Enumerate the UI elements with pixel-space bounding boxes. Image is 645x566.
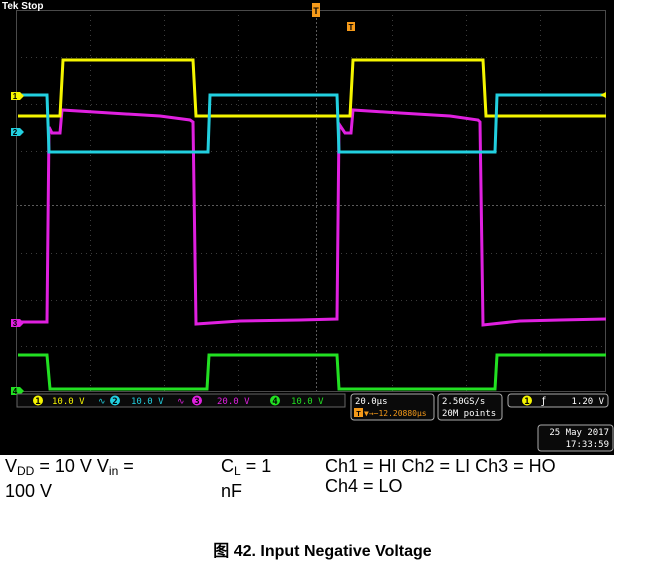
caption-channels: Ch1 = HI Ch2 = LI Ch3 = HO Ch4 = LO — [325, 456, 556, 496]
svg-text:1: 1 — [13, 92, 18, 101]
trigger-level[interactable]: 1.20 V — [571, 397, 604, 407]
ch3-ground-marker[interactable]: 3 — [11, 319, 24, 328]
ch2-bw-icon: ∿ — [98, 397, 106, 407]
ch3-ho-trace — [18, 108, 607, 327]
trigger-position[interactable]: ▼→−12.20880µs — [364, 409, 427, 418]
trigger-source-badge: 1 — [524, 397, 529, 407]
trigger-slope-icon: ƒ — [541, 396, 546, 407]
ch1-scale[interactable]: 10.0 V — [52, 397, 85, 407]
svg-text:3: 3 — [13, 319, 18, 328]
ch3-scale[interactable]: 20.0 V — [217, 397, 250, 407]
trigger-time-marker: T — [347, 22, 355, 32]
graticule-center — [16, 10, 606, 392]
timebase-scale[interactable]: 20.0µs — [355, 397, 388, 407]
oscilloscope-screen: Tek Stop T T 1 2 3 4 1 10.0 V ∿ 2 10.0 V… — [0, 0, 614, 455]
ch3-badge: 3 — [194, 397, 199, 407]
timebase-panel — [350, 393, 435, 421]
ch2-badge: 2 — [112, 397, 117, 407]
figure-title: 图 42. Input Negative Voltage — [213, 543, 432, 560]
acquisition-status: Tek Stop — [2, 1, 43, 12]
ch4-badge: 4 — [272, 397, 278, 407]
ch3-bw-icon: ∿ — [177, 397, 185, 407]
svg-text:T: T — [356, 411, 361, 418]
trigger-level-marker — [600, 92, 606, 98]
sample-rate[interactable]: 2.50GS/s — [442, 397, 485, 407]
trigger-position-marker: T — [312, 3, 320, 17]
date-readout: 25 May 2017 — [549, 428, 609, 438]
ch2-scale[interactable]: 10.0 V — [131, 397, 164, 407]
acquisition-panel — [437, 393, 503, 421]
time-readout: 17:33:59 — [566, 440, 609, 450]
svg-text:T: T — [313, 6, 319, 16]
graticule — [16, 10, 606, 392]
ch1-ground-marker[interactable]: 1 — [11, 92, 24, 101]
datetime-panel — [537, 424, 614, 452]
svg-text:T: T — [349, 23, 354, 32]
trigger-panel — [507, 393, 609, 408]
graticule-border — [16, 10, 606, 392]
ch2-li-trace — [18, 93, 606, 154]
svg-text:4: 4 — [13, 387, 18, 396]
channel-readout-panel — [16, 393, 346, 408]
ch1-badge: 1 — [35, 397, 40, 407]
record-length[interactable]: 20M points — [442, 409, 496, 419]
caption-conditions: VDD = 10 V Vin = 100 V — [5, 456, 134, 501]
ch4-scale[interactable]: 10.0 V — [291, 397, 324, 407]
ch4-lo-trace — [18, 353, 606, 391]
caption-load: CL = 1 nF — [221, 456, 272, 501]
ch1-hi-trace — [18, 58, 606, 118]
ch4-ground-marker[interactable]: 4 — [11, 387, 24, 396]
svg-text:2: 2 — [13, 128, 18, 137]
ch2-ground-marker[interactable]: 2 — [11, 128, 24, 137]
